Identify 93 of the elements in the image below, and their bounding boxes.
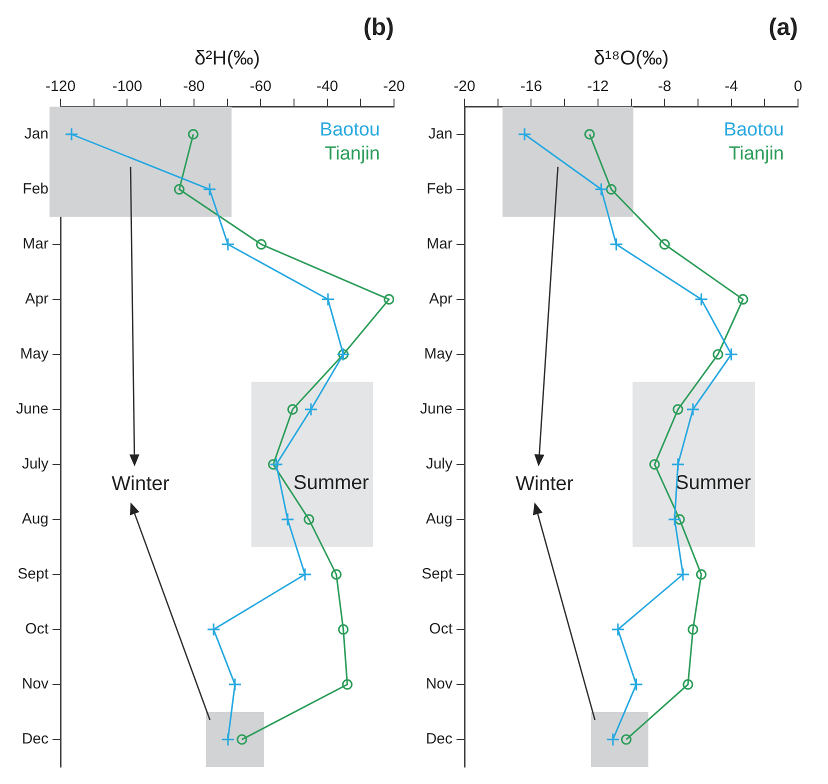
y-tick-label: Nov xyxy=(22,676,50,693)
point xyxy=(304,402,318,416)
point xyxy=(269,458,284,472)
point xyxy=(342,679,353,690)
y-tick-label: Mar xyxy=(22,235,49,252)
x-tick-label: 0 xyxy=(794,78,802,95)
text: Tianjin xyxy=(324,144,380,165)
x-tick-label: -12 xyxy=(587,78,609,95)
y-tick-label: Nov xyxy=(426,676,454,693)
point xyxy=(287,404,298,415)
y-tick-label: July xyxy=(426,456,454,473)
band-label: Summer xyxy=(293,472,370,494)
y-tick-label: Feb xyxy=(426,180,453,198)
y-tick-label: July xyxy=(22,456,50,473)
point xyxy=(674,514,685,525)
y-tick-label: May xyxy=(424,346,454,363)
point xyxy=(606,184,617,195)
point xyxy=(694,292,708,306)
point xyxy=(236,734,248,745)
point xyxy=(672,404,684,415)
y-tick-label: Jan xyxy=(24,125,49,142)
annotation: Winter xyxy=(112,472,170,495)
point xyxy=(518,128,532,142)
x-tick-label: -100 xyxy=(112,78,142,95)
point xyxy=(712,349,724,360)
point xyxy=(676,568,690,582)
point xyxy=(629,678,644,692)
x-tick-label: -60 xyxy=(250,78,272,95)
point xyxy=(221,238,235,252)
chart-title: (a) xyxy=(768,14,798,42)
y-tick-label: Oct xyxy=(429,620,454,638)
point xyxy=(188,129,199,140)
point xyxy=(611,622,625,636)
x-tick-label: -20 xyxy=(454,78,476,95)
point xyxy=(338,624,349,635)
point xyxy=(724,348,738,362)
point xyxy=(584,129,595,140)
point xyxy=(686,402,700,416)
point xyxy=(620,734,632,745)
point xyxy=(304,514,314,525)
point xyxy=(321,292,335,306)
y-tick-label: Aug xyxy=(426,510,453,528)
x-tick-label: -4 xyxy=(724,78,738,95)
y-tick-label: June xyxy=(420,400,453,418)
y-tick-label: Oct xyxy=(25,620,50,638)
y-tick-label: June xyxy=(16,400,49,418)
x-tick-label: -20 xyxy=(383,78,405,95)
x-tick-label: -8 xyxy=(658,78,672,95)
point xyxy=(202,182,216,196)
point xyxy=(228,678,242,692)
y-tick-label: Jan xyxy=(428,125,453,142)
x-tick-label: -120 xyxy=(46,78,76,95)
point xyxy=(696,569,707,580)
y-tick-label: Mar xyxy=(426,235,453,252)
y-tick-label: Aug xyxy=(22,510,49,528)
y-tick-label: Dec xyxy=(22,730,50,748)
point xyxy=(659,239,670,250)
point xyxy=(688,624,698,635)
point xyxy=(649,459,660,470)
y-tick-label: Feb xyxy=(22,180,49,198)
point xyxy=(221,732,235,746)
point xyxy=(268,459,279,470)
point xyxy=(384,294,394,305)
point xyxy=(174,184,185,195)
point xyxy=(609,238,624,252)
point xyxy=(64,128,78,142)
point xyxy=(606,732,620,746)
x-tick-label: -80 xyxy=(183,78,205,95)
point xyxy=(594,182,608,196)
point xyxy=(256,239,267,250)
point xyxy=(331,569,342,580)
text: Baotou xyxy=(320,120,380,141)
point xyxy=(738,294,748,305)
point xyxy=(682,679,694,690)
x-axis-title: δ¹⁸O(‰) xyxy=(594,47,669,70)
y-tick-label: Apr xyxy=(429,290,453,308)
y-tick-label: Sept xyxy=(422,566,454,583)
point xyxy=(668,512,682,526)
y-tick-label: Apr xyxy=(25,290,49,308)
point xyxy=(280,512,294,526)
chart-title: (b) xyxy=(363,14,394,42)
y-tick-label: Sept xyxy=(18,566,50,583)
text: Tianjin xyxy=(728,144,784,165)
text: Baotou xyxy=(724,120,784,141)
annotation: Winter xyxy=(516,472,574,495)
point xyxy=(298,568,312,582)
point xyxy=(206,622,220,636)
x-axis-title: δ²H(‰) xyxy=(194,47,260,70)
y-tick-label: May xyxy=(20,346,50,363)
x-tick-label: -40 xyxy=(316,78,338,95)
x-tick-label: -16 xyxy=(520,78,542,95)
point xyxy=(671,458,685,472)
y-tick-label: Dec xyxy=(426,730,454,748)
